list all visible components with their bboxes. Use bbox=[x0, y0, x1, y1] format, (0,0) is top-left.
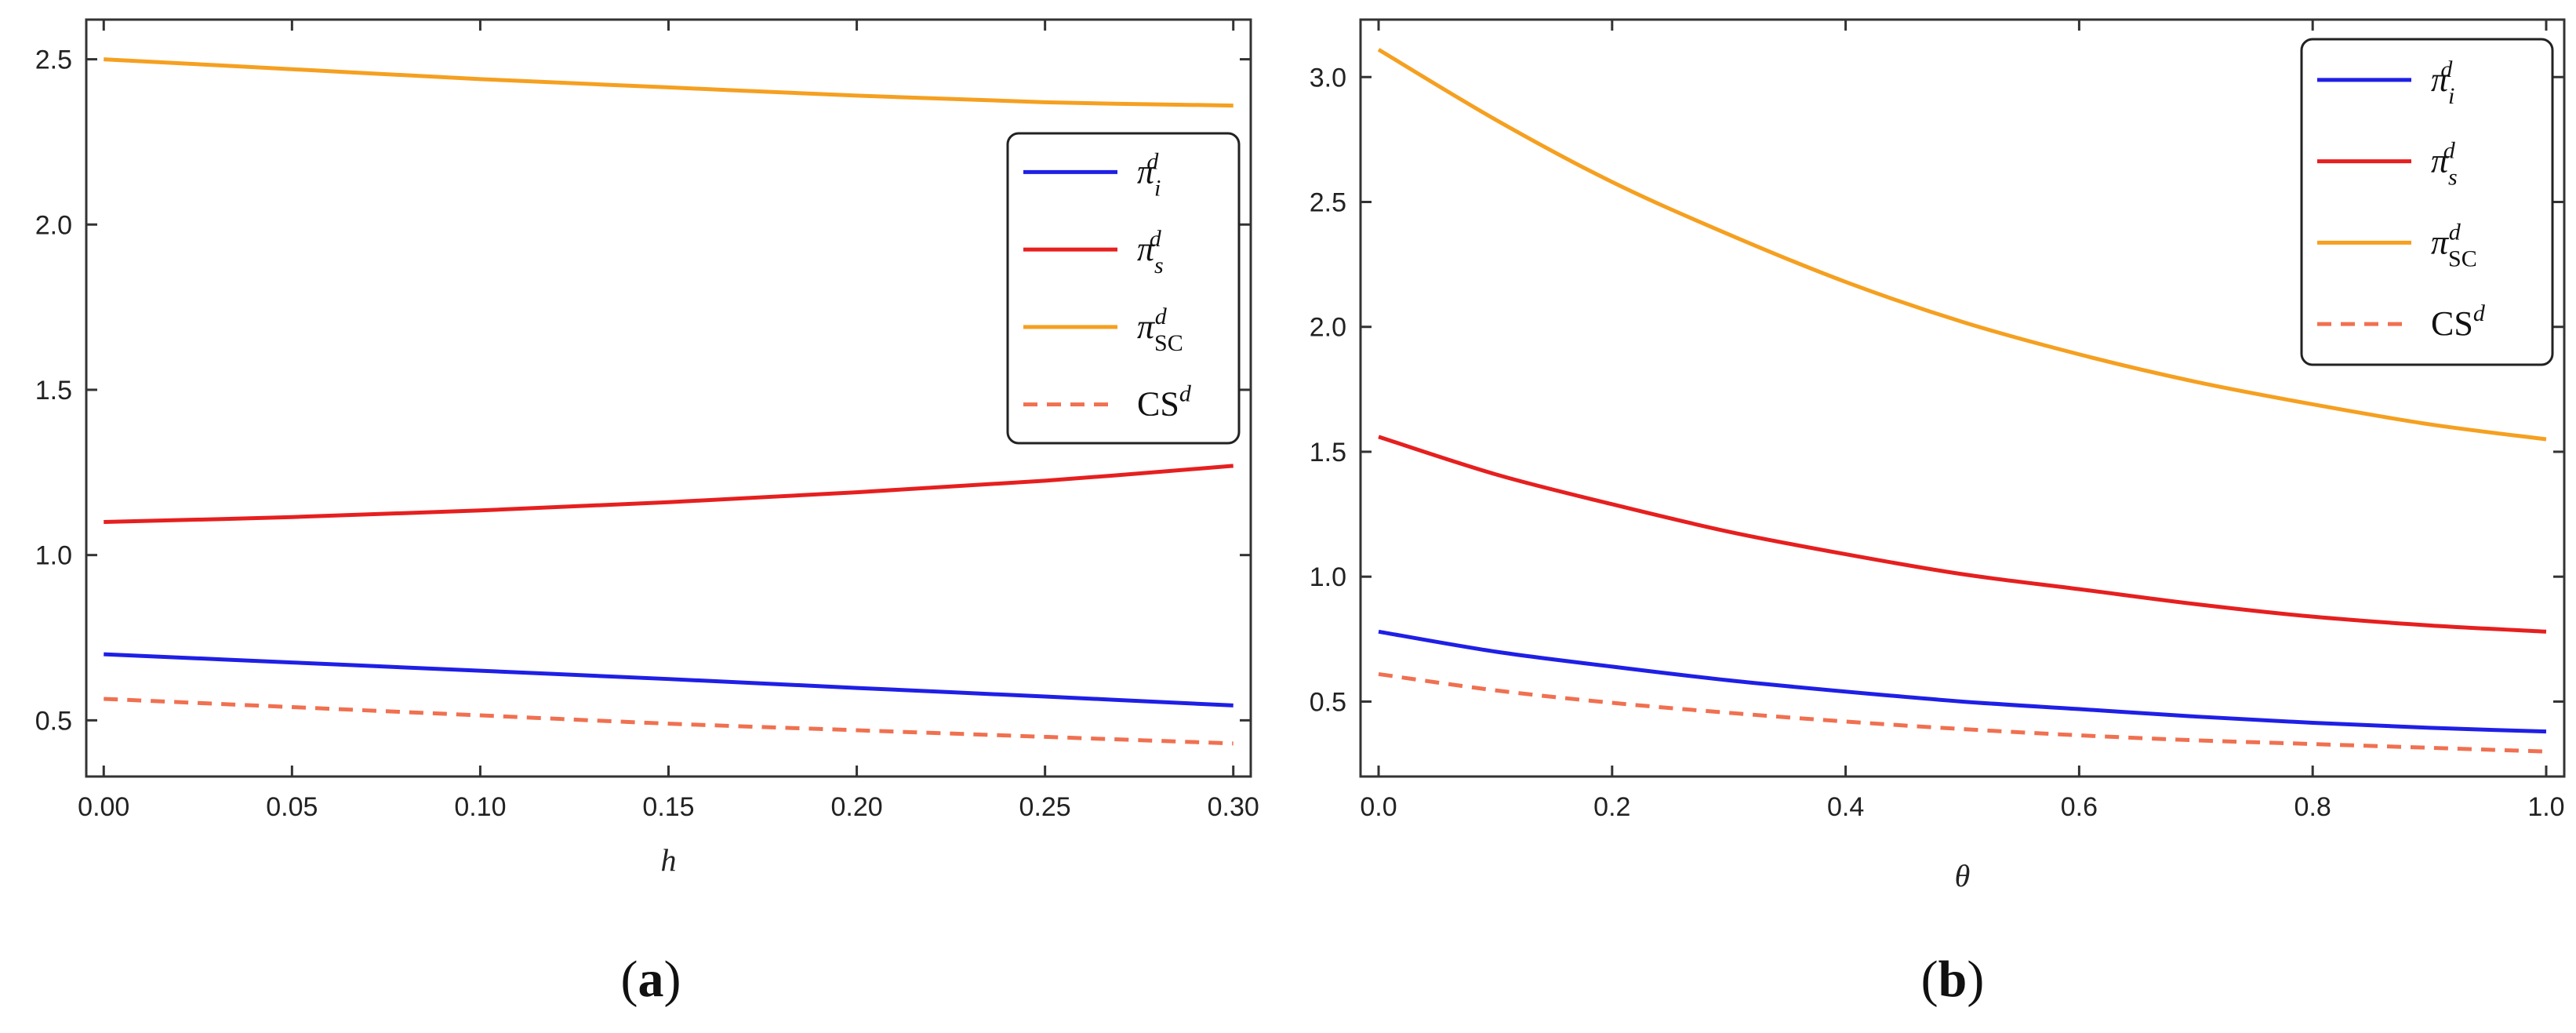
chart-panel-b: 0.0 0.2 0.4 0.6 0.8 1.0 0.5 1.0 1.5 2.0 2.5 3.0 πid… bbox=[1310, 18, 2566, 1008]
panel-label-b: (b) bbox=[1921, 951, 1985, 1008]
chart-panel-a: 0.00 0.05 0.10 0.15 0.20 0.25 0.30 0.5 1.0 1.5 2.0… bbox=[35, 18, 1259, 1008]
x-tick-label-a: 0.10 bbox=[454, 792, 506, 822]
legend-box-b bbox=[2300, 38, 2554, 366]
series-lines-b bbox=[1377, 48, 2547, 754]
legend-entry-b-3-label: CSd bbox=[2431, 300, 2486, 343]
y-tick-label-a: 0.5 bbox=[35, 706, 72, 736]
axes-ticks-b: 0.0 0.2 0.4 0.6 0.8 1.0 0.5 1.0 1.5 2.0 2.5 3.0 bbox=[1310, 20, 2565, 822]
x-axis-label-a: h bbox=[661, 842, 677, 878]
y-tick-label-a: 2.0 bbox=[35, 210, 72, 240]
x-tick-label-a: 0.30 bbox=[1208, 792, 1259, 822]
legend-entry-b-2-label: πSCd bbox=[2431, 219, 2477, 271]
x-axis-label-b: θ bbox=[1955, 858, 1971, 893]
axes-ticks-a: 0.00 0.05 0.10 0.15 0.20 0.25 0.30 0.5 1.0 1.5 2.0… bbox=[35, 20, 1259, 822]
series-lines-a bbox=[104, 57, 1234, 746]
legend-entry-a-2-label: πSCd bbox=[1137, 304, 1183, 356]
series-line-b-1 bbox=[1378, 435, 2547, 634]
legend-entry-b-0-label: πid bbox=[2431, 56, 2454, 109]
x-tick-label-a: 0.15 bbox=[642, 792, 694, 822]
series-line-a-3 bbox=[104, 697, 1234, 746]
y-tick-label-a: 2.5 bbox=[35, 45, 72, 75]
x-tick-label-b: 0.8 bbox=[2294, 792, 2331, 822]
x-tick-label-b: 0.0 bbox=[1360, 792, 1397, 822]
legend-box-a bbox=[1006, 132, 1241, 445]
x-tick-label-a: 0.00 bbox=[78, 792, 129, 822]
y-tick-label-b: 2.5 bbox=[1310, 187, 1346, 217]
legend-entry-a-0-label: πid bbox=[1137, 148, 1161, 201]
legend-a: πid πsd πSCd CSd bbox=[1006, 132, 1241, 445]
x-tick-label-a: 0.25 bbox=[1019, 792, 1071, 822]
plot-frame-b bbox=[1359, 18, 2566, 778]
series-line-a-0 bbox=[104, 652, 1234, 707]
x-tick-label-a: 0.20 bbox=[830, 792, 882, 822]
y-tick-label-b: 0.5 bbox=[1310, 687, 1346, 717]
y-tick-label-a: 1.0 bbox=[35, 541, 72, 571]
x-tick-label-a: 0.05 bbox=[266, 792, 318, 822]
series-line-b-0 bbox=[1378, 629, 2547, 734]
panel-label-a: (a) bbox=[621, 951, 681, 1008]
y-tick-label-b: 3.0 bbox=[1310, 63, 1346, 93]
y-tick-label-a: 1.5 bbox=[35, 376, 72, 406]
series-line-a-2 bbox=[104, 57, 1234, 108]
x-tick-label-b: 0.4 bbox=[1827, 792, 1864, 822]
legend-entry-a-3-label: CSd bbox=[1137, 381, 1192, 424]
y-tick-label-b: 1.0 bbox=[1310, 562, 1346, 592]
x-tick-label-b: 1.0 bbox=[2527, 792, 2564, 822]
legend-entry-a-1-label: πsd bbox=[1137, 226, 1164, 278]
series-line-b-2 bbox=[1377, 48, 2547, 442]
y-tick-label-b: 2.0 bbox=[1310, 313, 1346, 343]
legend-b: πid πsd πSCd CSd bbox=[2300, 38, 2554, 366]
legend-entry-b-1-label: πsd bbox=[2431, 138, 2458, 191]
x-tick-label-b: 0.2 bbox=[1593, 792, 1630, 822]
y-tick-label-b: 1.5 bbox=[1310, 438, 1346, 467]
series-line-a-1 bbox=[104, 464, 1234, 525]
x-tick-label-b: 0.6 bbox=[2061, 792, 2098, 822]
series-line-b-3 bbox=[1378, 671, 2547, 754]
